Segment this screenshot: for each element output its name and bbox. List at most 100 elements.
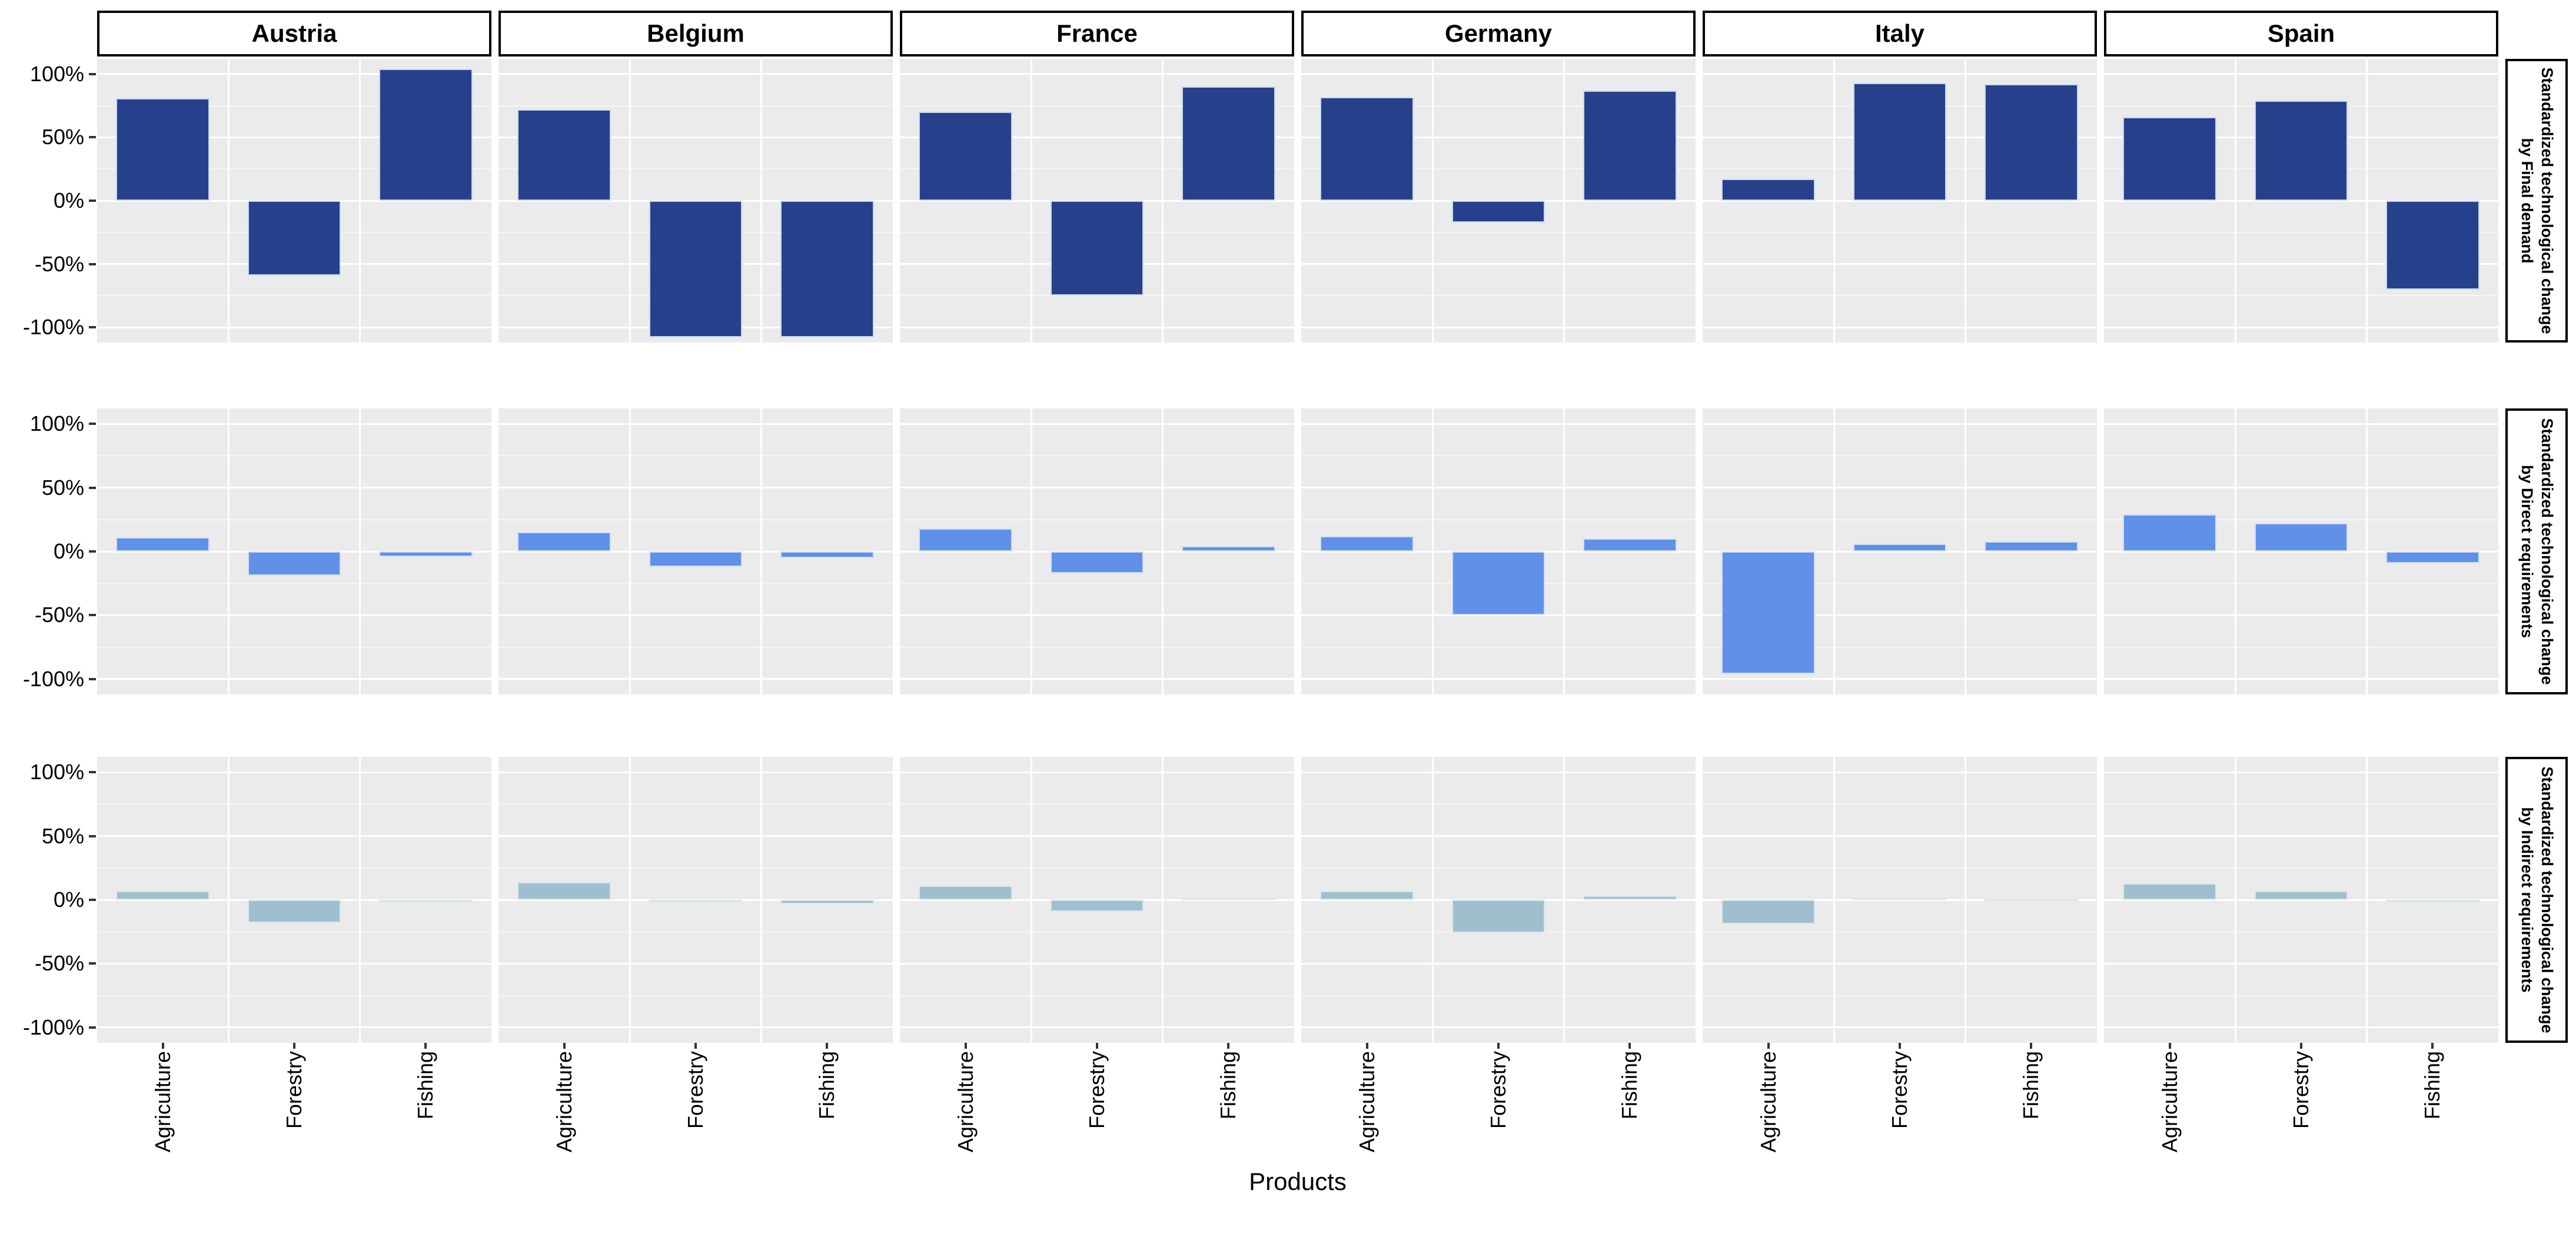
gridline-major — [1703, 835, 2097, 837]
gridline-vertical — [1833, 408, 1835, 694]
bar-belgium-forestry — [649, 900, 743, 902]
y-axis-tick-mark — [89, 550, 96, 553]
y-axis-tick-label: -50% — [34, 951, 84, 976]
panel-germany-by-direct-requirements — [1301, 408, 1696, 694]
x-axis-tick-mark — [1095, 1043, 1098, 1049]
gridline-vertical — [760, 757, 763, 1043]
y-axis-0: 100% 50% 0% -50% -100% — [0, 59, 97, 343]
gridline-vertical — [1030, 59, 1032, 343]
facet-row-direct-requirements: 100% 50% 0% -50% -100% Standardized technolog… — [0, 408, 2576, 694]
gridline-minor — [1703, 803, 2097, 805]
gridline-major — [97, 136, 491, 138]
x-axis-tick-label-forestry: Forestry — [1485, 1051, 1510, 1129]
gridline-minor — [1703, 295, 2097, 297]
panel-austria-by-indirect-requirements — [97, 757, 491, 1043]
x-axis-label-group-spain: Agriculture Forestry Fishing — [2104, 1043, 2498, 1164]
y-axis-tick-mark — [89, 486, 96, 489]
bar-austria-forestry — [247, 900, 341, 923]
bar-spain-forestry — [2254, 523, 2348, 551]
y-axis-tick-mark — [89, 423, 96, 425]
x-axis-slot: Forestry — [1834, 1043, 1965, 1164]
bar-germany-fishing — [1583, 896, 1677, 900]
strip-gutter — [2502, 11, 2568, 56]
bar-spain-forestry — [2254, 890, 2348, 900]
facet-strip-label: Standardized technological change by Dire… — [2518, 418, 2556, 685]
gridline-major — [2104, 614, 2498, 616]
gridline-vertical — [629, 757, 631, 1043]
panel-spain-by-final-demand — [2104, 59, 2498, 343]
gridline-minor — [498, 867, 893, 869]
gridline-minor — [900, 518, 1294, 520]
gridline-major — [498, 614, 893, 616]
gridline-major — [900, 487, 1294, 489]
x-axis-slot: Agriculture — [498, 1043, 630, 1164]
gridline-major — [498, 678, 893, 680]
facet-strip-by-final-demand: Standardized technological change by Fina… — [2505, 59, 2568, 343]
gridline-major — [900, 136, 1294, 138]
bar-germany-forestry — [1451, 900, 1545, 933]
y-axis-gutter — [0, 11, 97, 56]
y-axis-tick-mark — [89, 677, 96, 680]
gridline-major — [2104, 550, 2498, 553]
x-axis-tick-mark — [292, 1043, 295, 1049]
y-axis-tick-label: 100% — [29, 760, 84, 784]
gridline-major — [97, 614, 491, 616]
x-axis-tick-mark — [161, 1043, 164, 1049]
bar-italy-fishing — [1984, 541, 2078, 551]
gridline-vertical — [1965, 757, 1967, 1043]
gridline-minor — [1301, 803, 1696, 805]
x-axis-slot: Agriculture — [900, 1043, 1031, 1164]
x-axis-slot: Fishing — [1966, 1043, 2097, 1164]
gridline-minor — [1301, 105, 1696, 107]
bar-germany-forestry — [1451, 201, 1545, 222]
gridline-major — [1301, 73, 1696, 75]
gridline-major — [97, 73, 491, 75]
y-axis-gutter — [0, 1043, 97, 1164]
facet-strip-by-direct-requirements: Standardized technological change by Dire… — [2505, 408, 2568, 694]
gridline-vertical — [2366, 757, 2368, 1043]
gridline-vertical — [227, 757, 230, 1043]
bar-italy-agriculture — [1721, 179, 1816, 201]
facet-strip-label: Standardized technological change by Fina… — [2518, 67, 2556, 334]
gridline-minor — [2104, 583, 2498, 584]
gridline-minor — [1301, 455, 1696, 457]
panel-spain-by-indirect-requirements — [2104, 757, 2498, 1043]
gridline-major — [1703, 73, 2097, 75]
x-axis-slot: Forestry — [2235, 1043, 2366, 1164]
bar-italy-forestry — [1853, 543, 1947, 551]
y-axis-tick-label: 100% — [29, 61, 84, 86]
y-axis-tick-mark — [89, 962, 96, 965]
bar-spain-fishing — [2385, 900, 2479, 902]
bar-belgium-agriculture — [517, 532, 611, 551]
gridline-minor — [1703, 518, 2097, 520]
facet-strip-france: France — [900, 11, 1294, 56]
gridline-vertical — [1833, 59, 1835, 343]
gridline-major — [97, 326, 491, 328]
gridline-vertical — [227, 59, 230, 343]
gridline-minor — [900, 931, 1294, 933]
gridline-major — [900, 962, 1294, 965]
gridline-minor — [900, 803, 1294, 805]
gridline-major — [1301, 263, 1696, 265]
panel-italy-by-indirect-requirements — [1703, 757, 2097, 1043]
x-axis-tick-mark — [1628, 1043, 1631, 1049]
y-axis-tick-mark — [89, 771, 96, 774]
bar-belgium-fishing — [780, 900, 874, 904]
x-axis-tick-label-forestry: Forestry — [1887, 1051, 1912, 1129]
bar-italy-fishing — [1984, 898, 2078, 901]
panel-belgium-by-direct-requirements — [498, 408, 893, 694]
gridline-major — [1703, 200, 2097, 202]
gridline-major — [1703, 423, 2097, 425]
x-axis-slot: Forestry — [1432, 1043, 1564, 1164]
gridline-minor — [97, 295, 491, 297]
panel-belgium-by-indirect-requirements — [498, 757, 893, 1043]
gridline-minor — [498, 931, 893, 933]
x-axis-tick-mark — [826, 1043, 829, 1049]
gridline-minor — [2104, 995, 2498, 996]
gridline-minor — [1703, 231, 2097, 233]
gridline-vertical — [629, 59, 631, 343]
x-axis-slot: Agriculture — [97, 1043, 228, 1164]
facet-strip-belgium: Belgium — [498, 11, 893, 56]
gridline-vertical — [1431, 59, 1434, 343]
bar-austria-agriculture — [116, 537, 210, 551]
